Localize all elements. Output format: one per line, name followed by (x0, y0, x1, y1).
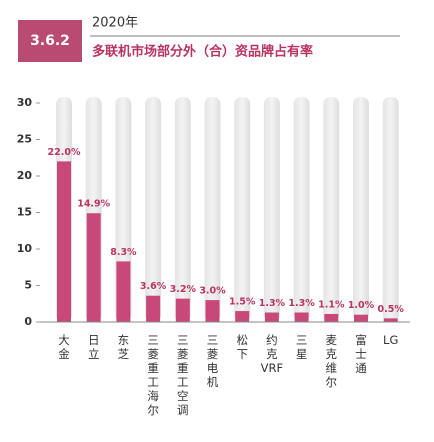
x-tick-label: 松下 (236, 333, 248, 361)
value-label: 1.5% (229, 297, 256, 308)
value-label: 0.5% (378, 304, 405, 315)
background-bar (145, 97, 162, 322)
bar (383, 318, 398, 322)
bar (205, 300, 220, 322)
bar (235, 311, 250, 322)
bar (116, 261, 131, 322)
bar (86, 213, 101, 322)
bar (324, 313, 339, 322)
x-tick-label: 三菱重工海尔 (147, 333, 159, 417)
bar (264, 312, 279, 322)
x-tick-label: 麦克维尔 (326, 333, 338, 389)
value-label: 8.3% (110, 247, 137, 258)
background-bar (382, 97, 399, 322)
value-label: 1.3% (288, 298, 315, 309)
x-tick-label: LG (383, 333, 398, 347)
chart-title: 多联机市场部分外（合）资品牌占有率 (92, 44, 313, 60)
background-bar (204, 97, 221, 322)
badge-box (18, 20, 82, 62)
value-label: 3.0% (199, 286, 226, 297)
background-bar (263, 97, 280, 322)
y-tick-label: 30 (17, 96, 33, 109)
y-tick-label: 15 (17, 206, 32, 219)
x-tick-label: 富士通 (355, 333, 367, 375)
y-tick-label: 5 (24, 279, 32, 292)
x-tick-label: 约克 VRF (261, 333, 283, 375)
x-tick-label: 三星 (296, 333, 308, 361)
bar (175, 298, 190, 322)
x-tick-label: 日立 (88, 333, 100, 361)
y-tick-label: 20 (17, 169, 33, 182)
badge: 3.6.2 (30, 33, 70, 49)
x-tick-label: 大金 (58, 333, 70, 361)
value-label: 22.0% (48, 147, 81, 158)
background-bar (323, 97, 340, 322)
subtitle: 2020年 (92, 16, 138, 31)
x-tick-label: 三菱重工空调 (177, 333, 189, 417)
y-tick-label: 25 (17, 133, 32, 146)
value-label: 1.1% (318, 299, 345, 310)
background-bar (234, 97, 251, 322)
y-tick-label: 10 (17, 242, 33, 255)
value-label: 3.2% (170, 284, 197, 295)
bar (146, 295, 161, 322)
background-bar (293, 97, 310, 322)
value-label: 1.3% (259, 298, 286, 309)
value-label: 14.9% (77, 199, 110, 210)
background-bar (174, 97, 191, 322)
x-tick-label: 东芝 (118, 333, 130, 361)
bar (294, 312, 309, 322)
y-tick-label: 0 (24, 315, 32, 328)
value-label: 3.6% (140, 281, 167, 292)
x-tick-label: 三菱电机 (207, 333, 219, 389)
bar (354, 314, 368, 322)
value-label: 1.0% (348, 300, 375, 311)
bar (57, 161, 71, 322)
background-bar (353, 97, 369, 322)
